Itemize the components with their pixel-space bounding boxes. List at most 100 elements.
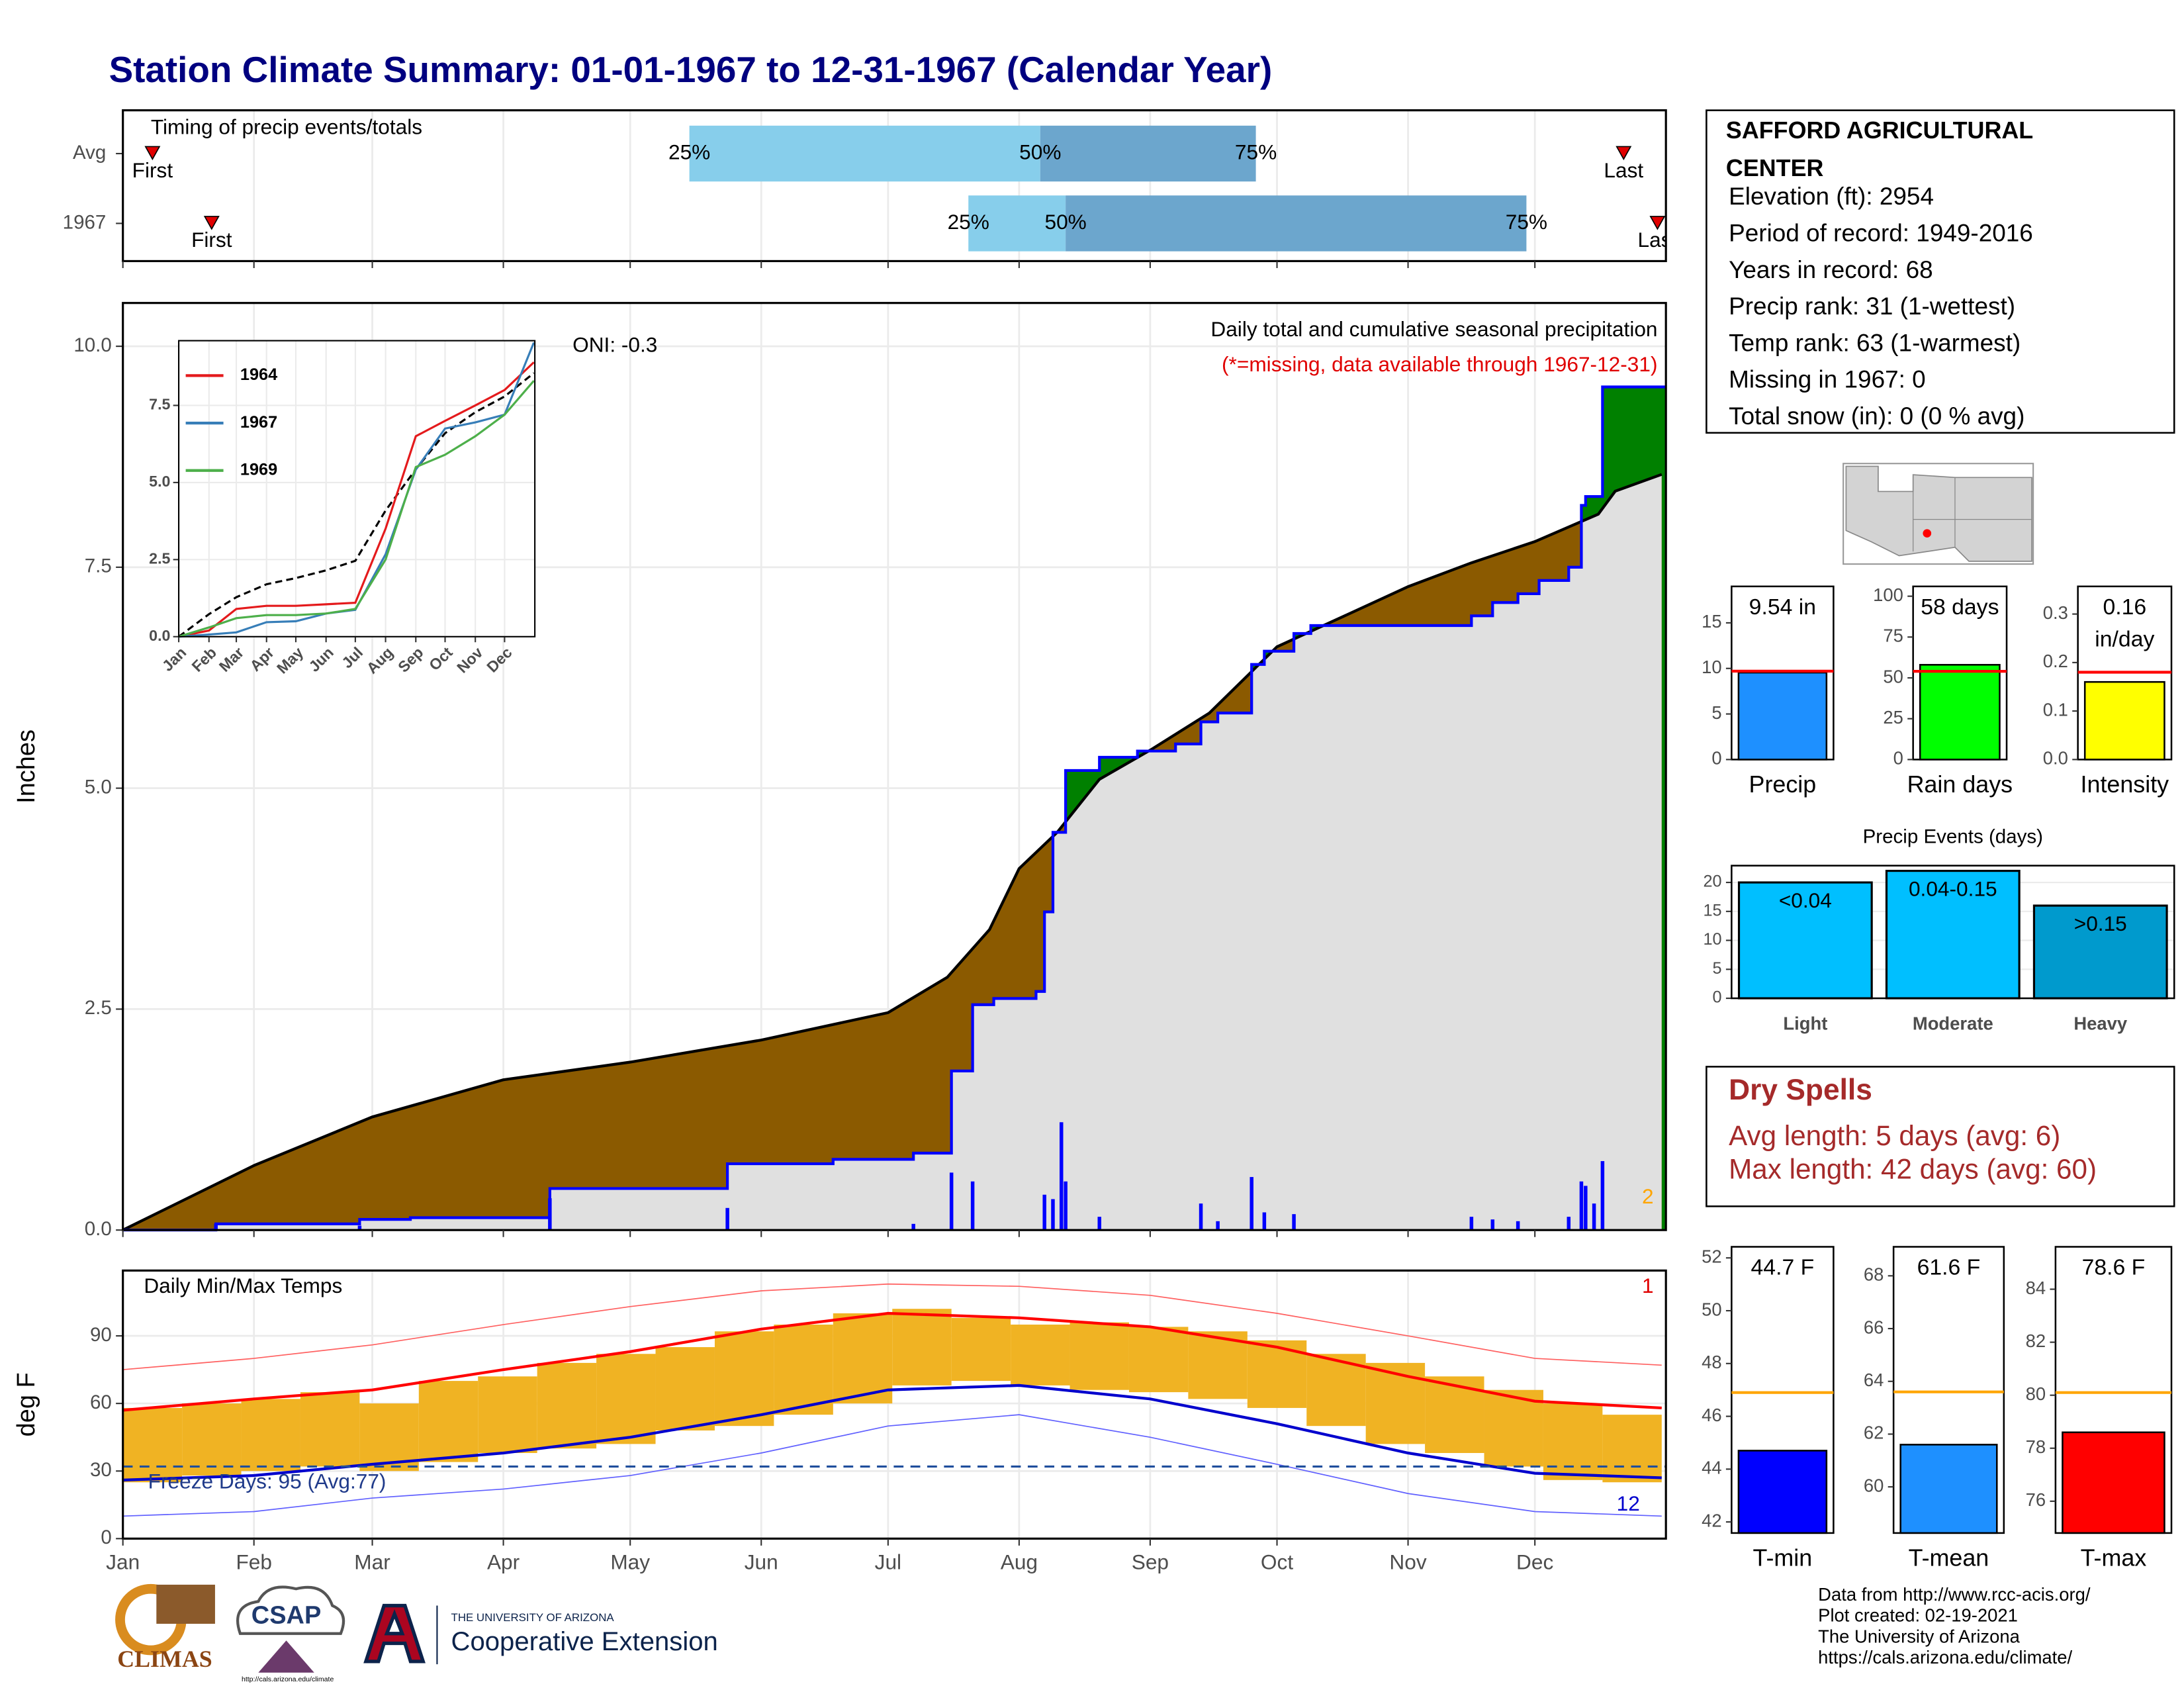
range-bar: [1066, 195, 1527, 252]
annotation: 1: [1642, 1274, 1654, 1297]
daily-precip-bar: [1060, 1122, 1064, 1231]
record-max-line: [122, 1283, 1662, 1370]
gauge-bar: [2083, 680, 2165, 761]
daily-precip-bar: [1216, 1221, 1220, 1231]
x-tick-label: Jul: [875, 1550, 901, 1574]
daily-temp-range: [1602, 1415, 1662, 1483]
average-cumulative-line: [122, 473, 1662, 1232]
y-tick-label: 48: [1702, 1352, 1721, 1372]
x-tick-label: May: [610, 1550, 650, 1574]
event-marker: [1649, 216, 1666, 230]
gauge-category: Intensity: [2081, 771, 2169, 798]
average-max-line: [122, 1311, 1662, 1412]
x-tick-label: Oct: [1261, 1550, 1293, 1574]
event-label: Last: [1604, 158, 1643, 182]
x-tick-label: Aug: [1001, 1550, 1038, 1574]
missing-note: (*=missing, data available through 1967-…: [1222, 352, 1658, 376]
daily-precip-bar: [357, 1225, 362, 1231]
daily-temp-range: [892, 1309, 952, 1385]
map: [1843, 463, 2034, 565]
panel-border: [122, 302, 1667, 1231]
station-line: Elevation (ft): 2954: [1729, 183, 1934, 210]
station-line: Temp rank: 63 (1-warmest): [1729, 329, 2021, 356]
panel-border: [122, 1269, 1667, 1540]
y-tick-label: 64: [1864, 1370, 1884, 1390]
y-tick-label: 5: [1713, 959, 1722, 978]
daily-precip-bar: [1262, 1212, 1267, 1231]
daily-precip-bar: [1490, 1219, 1495, 1231]
y-tick-label: 62: [1864, 1423, 1884, 1443]
csap-logo-text: CSAP: [251, 1601, 322, 1629]
station-dot: [1923, 529, 1932, 538]
chart-subtitle: Daily total and cumulative seasonal prec…: [1210, 317, 1657, 341]
inset-panel: [179, 340, 535, 637]
y-tick-label: 10.0: [73, 334, 111, 356]
logos: CLIMAS CSAP http://cals.arizona.edu/clim…: [115, 1583, 718, 1683]
temp-plot: [122, 1283, 1666, 1517]
daily-temp-range: [1188, 1331, 1248, 1399]
x-tick-label: Jun: [745, 1550, 778, 1574]
y-tick-label: 0: [1713, 988, 1722, 1007]
credit-line: The University of Arizona: [1818, 1626, 2020, 1646]
daily-temp-range: [833, 1313, 893, 1404]
daily-precip-bar: [1051, 1199, 1055, 1231]
gauge-category: T-max: [2081, 1544, 2147, 1571]
x-tick-label: Moderate: [1913, 1013, 1993, 1033]
row-label: 1967: [63, 211, 107, 233]
y-tick-label: 84: [2026, 1278, 2046, 1298]
page-title: Station Climate Summary: 01-01-1967 to 1…: [109, 49, 1273, 90]
y-tick-label: 44: [1702, 1458, 1721, 1478]
gauge-value-label-box: 9.54 in: [1749, 596, 1816, 620]
y-tick-label: 66: [1864, 1317, 1884, 1337]
y-tick-label: 5.0: [85, 776, 112, 798]
percent-label: 75%: [1235, 140, 1277, 164]
daily-precip-bar: [1042, 1194, 1046, 1231]
event-marker: [203, 216, 220, 230]
gauge-bar: [1919, 664, 2001, 761]
y-tick-label: 0.0: [2043, 748, 2068, 769]
dry-spell-box: [1706, 1066, 2175, 1207]
bar: [2032, 904, 2168, 1000]
freeze-annotation: Freeze Days: 95 (Avg:77): [148, 1469, 387, 1493]
series-line: [178, 361, 535, 638]
percent-label: 50%: [1044, 210, 1086, 234]
gauge-value-label-box: 58 days: [1921, 596, 1999, 620]
bar-value-label: <0.04: [1779, 888, 1832, 912]
x-tick-label: Nov: [1389, 1550, 1426, 1574]
daily-temp-range: [1484, 1389, 1543, 1467]
range-bar: [1040, 125, 1256, 182]
daily-temp-range: [655, 1347, 715, 1430]
credit-line: Plot created: 02-19-2021: [1818, 1605, 2018, 1626]
event-marker: [1615, 146, 1632, 161]
percent-label: 50%: [1019, 140, 1061, 164]
daily-precip-bar: [1250, 1177, 1253, 1231]
gauge-value-label: 58 days: [1921, 596, 1999, 620]
y-tick-label: 0.2: [2043, 651, 2068, 671]
dry-spell-line: Avg length: 5 days (avg: 6): [1729, 1120, 2060, 1151]
y-tick-label: 5.0: [149, 473, 170, 490]
average-min-line: [122, 1383, 1662, 1481]
y-tick-label: 52: [1702, 1246, 1721, 1267]
y-tick-label: 7.5: [85, 555, 112, 577]
y-tick-label: 60: [1864, 1475, 1884, 1495]
panel-title: Timing of precip events/totals: [151, 115, 422, 138]
legend-label: 1967: [240, 413, 277, 432]
gauge-value-label-box: 78.6 F: [2082, 1256, 2146, 1280]
daily-precip-bar: [949, 1172, 954, 1231]
gauge-category: T-min: [1753, 1544, 1813, 1571]
event-marker: [144, 146, 161, 161]
annotation: 2: [1642, 1184, 1654, 1208]
event-label: First: [191, 228, 232, 252]
daily-temp-range: [1425, 1376, 1484, 1454]
bar-value-label: >0.15: [2074, 912, 2127, 935]
csap-cloud: [236, 1585, 345, 1635]
daily-precip-bar: [1584, 1186, 1588, 1231]
y-tick-label: 78: [2026, 1436, 2046, 1457]
y-tick-label: 50: [1883, 666, 1903, 686]
daily-temp-range: [241, 1399, 300, 1472]
panel-border: [122, 109, 1667, 262]
credit-line: https://cals.arizona.edu/climate/: [1818, 1647, 2072, 1667]
credit-line: Data from http://www.rcc-acis.org/: [1818, 1584, 2091, 1605]
daily-precip-bar: [1579, 1181, 1584, 1231]
inset-border: [178, 340, 536, 637]
